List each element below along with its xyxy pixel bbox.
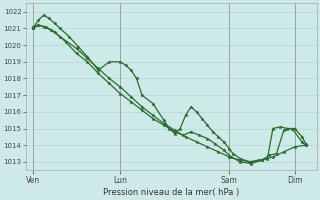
X-axis label: Pression niveau de la mer( hPa ): Pression niveau de la mer( hPa ): [103, 188, 239, 197]
